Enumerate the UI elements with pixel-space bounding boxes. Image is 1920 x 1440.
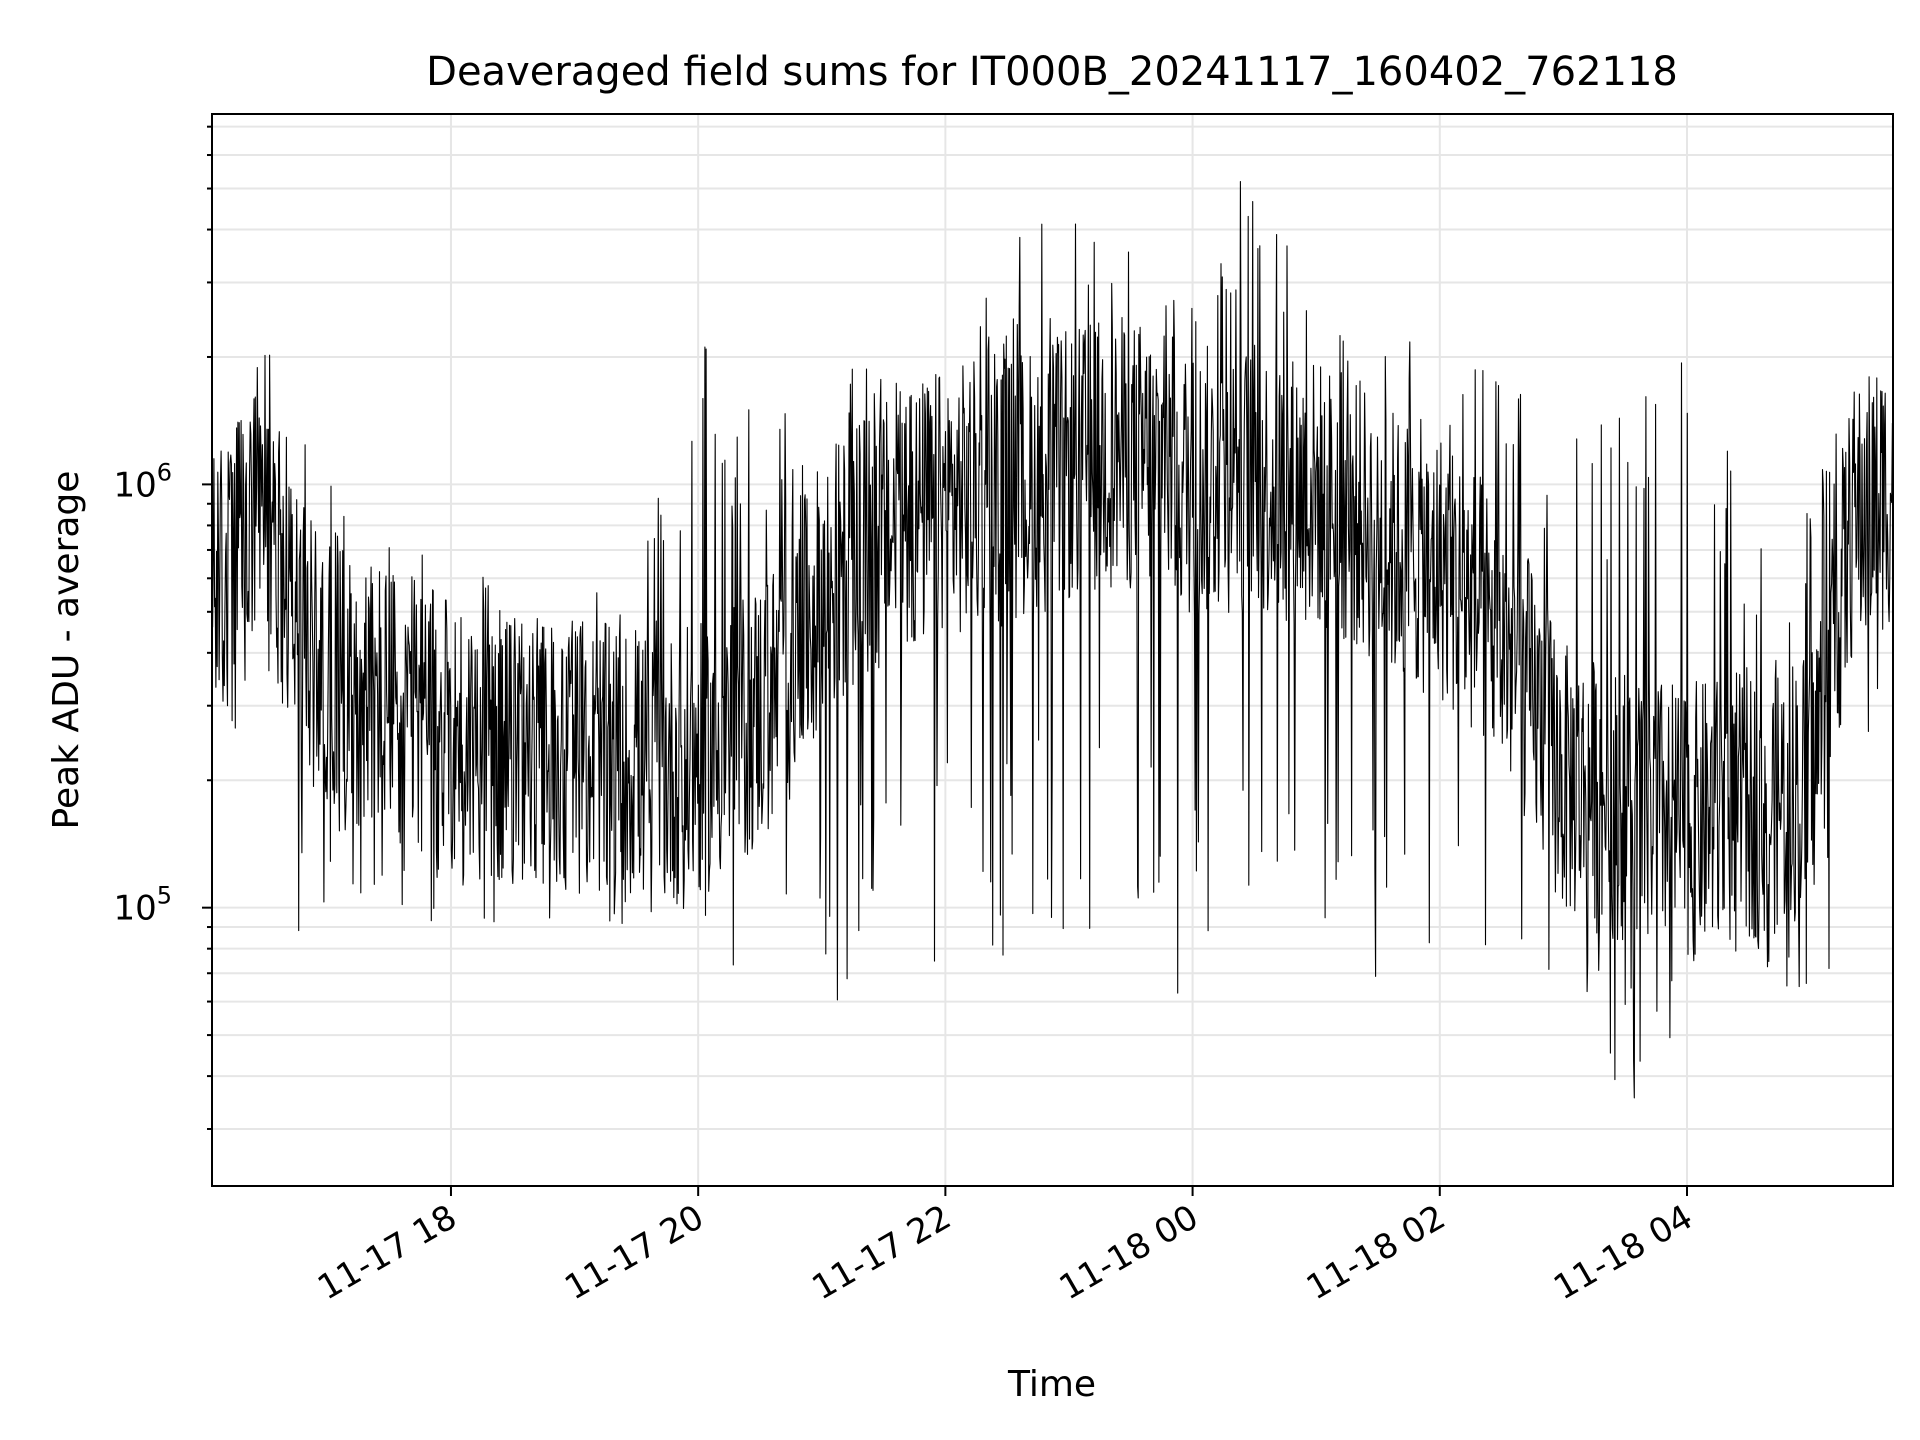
y-tick-label: 106 — [113, 458, 172, 505]
series-line — [211, 181, 1894, 1099]
x-axis-label: Time — [1007, 1364, 1096, 1405]
data-layer — [211, 181, 1894, 1099]
chart-title: Deaveraged field sums for IT000B_2024111… — [426, 49, 1678, 95]
y-axis-label: Peak ADU - average — [46, 471, 87, 830]
plot-frame — [211, 113, 1894, 1187]
y-tick-label: 105 — [113, 882, 172, 929]
